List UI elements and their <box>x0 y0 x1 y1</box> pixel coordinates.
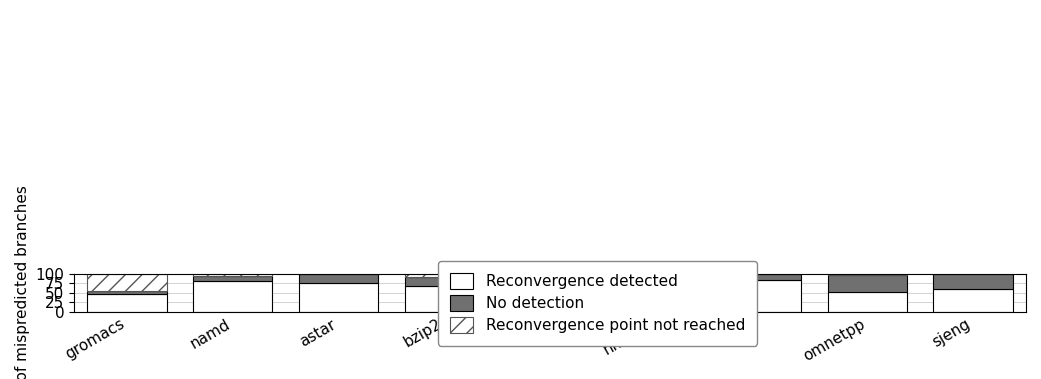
Bar <box>934 274 1013 289</box>
Bar <box>616 274 695 277</box>
Bar <box>934 289 1013 312</box>
Bar <box>87 291 167 294</box>
Bar <box>299 283 378 312</box>
Bar <box>299 274 378 283</box>
Bar <box>87 294 167 312</box>
Bar <box>722 280 802 312</box>
Bar <box>405 274 484 277</box>
Legend: Reconvergence detected, No detection, Reconvergence point not reached: Reconvergence detected, No detection, Re… <box>438 261 757 346</box>
Bar <box>828 274 907 275</box>
Bar <box>405 286 484 312</box>
Bar <box>616 277 695 278</box>
Bar <box>616 278 695 312</box>
Bar <box>510 274 590 287</box>
Bar <box>828 292 907 312</box>
Bar <box>194 281 273 312</box>
Bar <box>194 274 273 276</box>
Y-axis label: % of mispredicted branches: % of mispredicted branches <box>15 185 30 379</box>
Bar <box>722 274 802 280</box>
Bar <box>405 277 484 286</box>
Bar <box>194 276 273 281</box>
Bar <box>510 287 590 312</box>
Bar <box>828 275 907 292</box>
Bar <box>87 274 167 291</box>
